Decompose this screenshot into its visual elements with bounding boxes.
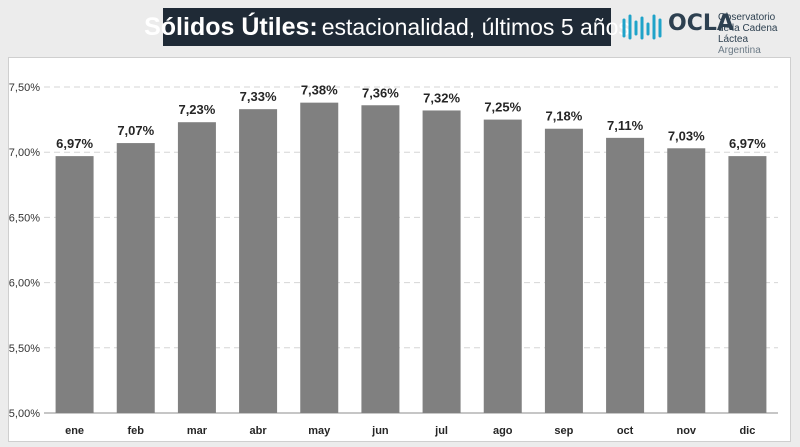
chart-title: Sólidos Útiles: estacionalidad, últimos … [144, 8, 630, 46]
x-tick-label: oct [617, 425, 634, 437]
x-tick-label: dic [739, 425, 755, 437]
y-tick-label: 6,50% [9, 212, 40, 224]
bar [544, 128, 583, 413]
chart-frame: 5,00% 5,50% 6,00% 6,50% 7,00% 7,50% 6,97% ene 7,… [8, 57, 791, 442]
x-tick-label: jul [434, 425, 448, 437]
x-tick-label: jun [371, 425, 389, 437]
data-label: 7,03% [668, 128, 705, 143]
y-tick-label: 5,50% [9, 343, 40, 355]
y-tick-label: 6,00% [9, 278, 40, 290]
x-tick-label: abr [250, 425, 268, 437]
logo-subtitle-line3: Argentina [718, 45, 761, 56]
bar [728, 156, 767, 413]
data-label: 7,33% [240, 89, 277, 104]
data-label: 6,97% [729, 136, 766, 151]
data-label: 7,25% [484, 100, 521, 115]
x-tick-label: feb [128, 425, 145, 437]
data-label: 7,07% [117, 123, 154, 138]
y-tick-label: 5,00% [9, 408, 40, 420]
logo-subtitle-line1: Observatorio [718, 12, 776, 23]
x-tick-label: sep [554, 425, 573, 437]
x-tick-label: nov [676, 425, 696, 437]
bar [483, 119, 522, 413]
chart-title-normal: estacionalidad, últimos 5 años [321, 13, 630, 40]
bar [667, 148, 706, 413]
bar [239, 109, 278, 413]
data-label: 7,38% [301, 83, 338, 98]
bar [361, 105, 400, 414]
bar [177, 122, 216, 413]
x-tick-label: ene [65, 425, 84, 437]
x-tick-label: ago [493, 425, 513, 437]
x-tick-label: may [308, 425, 331, 437]
chart-title-bold: Sólidos Útiles: [144, 12, 318, 41]
data-label: 7,11% [607, 118, 644, 133]
logo-name: OCLA [668, 11, 734, 36]
ocla-logo: OCLA Observatorio de la Cadena Láctea Ar… [622, 8, 798, 56]
data-label: 7,36% [362, 85, 399, 100]
logo-wave-icon [622, 14, 662, 40]
bar [606, 137, 645, 413]
data-label: 7,18% [545, 109, 582, 124]
data-label: 7,32% [423, 90, 460, 105]
bar [116, 143, 155, 413]
bar-chart: 5,00% 5,50% 6,00% 6,50% 7,00% 7,50% 6,97% ene 7,… [9, 82, 778, 437]
bar [422, 110, 461, 414]
y-tick-label: 7,50% [9, 82, 40, 94]
logo-subtitle: Observatorio de la Cadena Láctea Argenti… [718, 12, 800, 56]
y-tick-label: 7,00% [9, 147, 40, 159]
bar [55, 156, 94, 413]
bar [300, 102, 339, 413]
logo-subtitle-line2: de la Cadena Láctea [718, 23, 778, 45]
data-label: 7,23% [178, 102, 215, 117]
x-tick-label: mar [187, 425, 208, 437]
data-label: 6,97% [56, 136, 93, 151]
